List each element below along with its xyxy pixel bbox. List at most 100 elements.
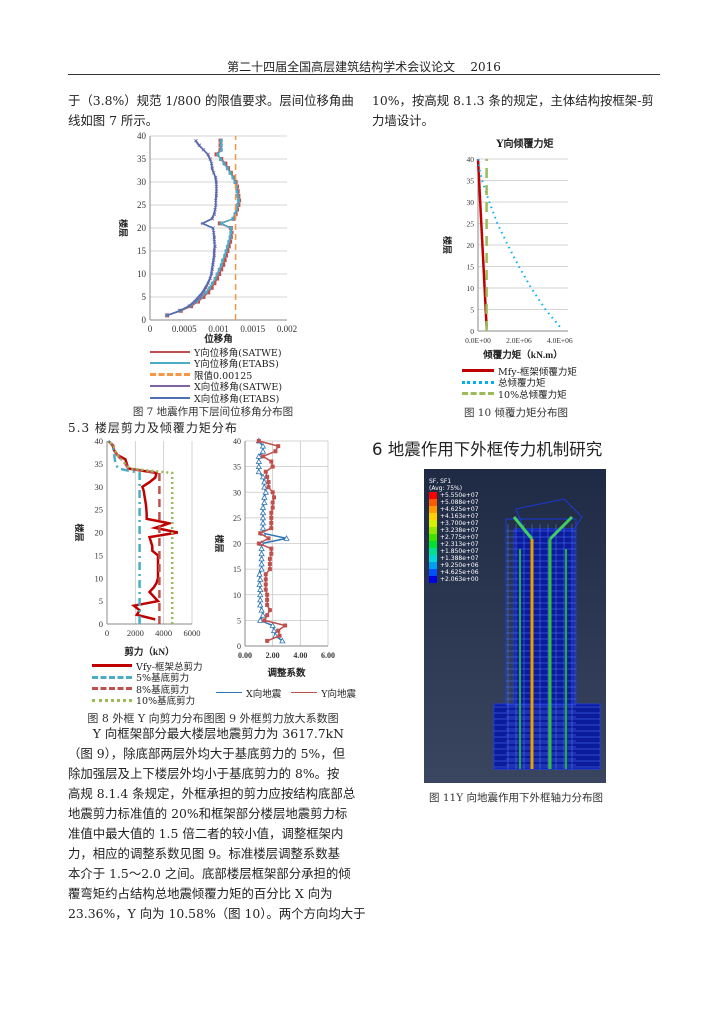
data-point [213, 277, 217, 281]
data-point [256, 439, 261, 443]
x-axis-label: 调整系数 [267, 667, 306, 679]
y-tick-label: 10 [233, 591, 241, 600]
data-point [276, 628, 281, 633]
data-point [277, 633, 282, 638]
data-point [231, 175, 235, 179]
fig7-caption: 图 7 地震作用下层间位移角分布图 [132, 406, 294, 418]
legend-label: 10%基底剪力 [136, 696, 196, 708]
data-point [223, 254, 227, 258]
y-axis-label: 楼层 [74, 523, 85, 541]
fig11-legend-entry: +3.238e+07 [429, 527, 479, 534]
series-line [477, 158, 561, 328]
data-point [236, 198, 240, 202]
y-tick-label: 10 [137, 269, 147, 279]
data-point [215, 272, 219, 276]
data-point [269, 622, 276, 628]
legend-value: +2.063e+00 [440, 576, 479, 583]
legend-label: 8%基底剪力 [136, 684, 190, 696]
x-tick-label: 0.00 [238, 651, 252, 660]
data-point [261, 483, 268, 490]
data-point [259, 514, 267, 521]
x-tick-label: 0.0005 [172, 324, 197, 334]
data-point [256, 570, 263, 577]
x-tick-label: 6000 [184, 628, 201, 638]
data-point [204, 290, 208, 294]
legend-value: +5.088e+07 [440, 499, 479, 506]
y-tick-label: 30 [95, 482, 104, 492]
text-line: 准值中最大值的 1.5 倍二者的较小值，调整框架内 [68, 826, 344, 841]
data-point [266, 536, 271, 541]
fig11-legend-entry: +5.088e+07 [429, 499, 479, 506]
fig11-legend-entry: +4.625e+07 [429, 506, 479, 513]
color-swatch [429, 527, 437, 534]
data-point [272, 495, 277, 500]
x-tick-label: 2.00 [266, 651, 280, 660]
data-point [199, 295, 203, 299]
x-tick-label: 0.002 [277, 324, 297, 334]
series-line [107, 440, 179, 621]
data-point [269, 521, 274, 525]
y-tick-label: 30 [467, 198, 475, 207]
data-point [221, 258, 225, 262]
data-point [221, 262, 226, 267]
fig11-legend-entry: +4.625e+06 [429, 569, 479, 576]
legend-value: +4.163e+07 [440, 513, 479, 520]
data-point [263, 572, 268, 577]
data-point [262, 488, 269, 495]
y-tick-label: 25 [467, 220, 475, 229]
y-tick-label: 25 [95, 505, 104, 515]
color-swatch [429, 492, 437, 499]
fig11-legend-entry: +2.313e+07 [429, 541, 479, 548]
data-point [265, 592, 270, 597]
color-swatch [429, 548, 437, 555]
y-tick-label: 5 [470, 306, 474, 315]
y-tick-label: 20 [95, 528, 104, 538]
fig8-9-caption: 图 8 外框 Y 向剪力分布图图 9 外框剪力放大系数图 [87, 712, 339, 725]
data-point [269, 515, 274, 520]
series-line [107, 440, 141, 624]
data-point [261, 494, 268, 500]
data-point [258, 565, 265, 572]
data-point [257, 601, 264, 608]
legend-item: X向位移角(ETABS) [150, 392, 282, 405]
x-tick-label: 2000 [127, 628, 144, 638]
data-point [255, 458, 263, 464]
y-tick-label: 40 [233, 437, 241, 446]
text-line: 10%，按高规 8.1.3 条的规定，主体结构按框架-剪 [372, 93, 654, 108]
fig11-legend-entry: +9.250e+06 [429, 562, 479, 569]
data-point [283, 535, 290, 541]
data-point [261, 478, 268, 485]
data-point [259, 504, 267, 511]
y-tick-label: 15 [233, 565, 241, 574]
data-point [215, 276, 220, 281]
data-point [216, 152, 220, 156]
text-line: （图 9），除底部两层外均大于基底剪力的 5%，但 [68, 746, 346, 761]
data-point [256, 581, 263, 587]
data-point [225, 244, 229, 248]
data-point [255, 453, 263, 459]
y-tick-label: 5 [237, 616, 241, 625]
text-line: 23.36%，Y 向为 10.58%（图 10）。两个方向均大于 [68, 906, 366, 921]
data-point [222, 258, 227, 263]
legend-item: 8%基底剪力 [92, 683, 202, 696]
legend-item: Vfy-框架总剪力 [92, 660, 202, 673]
fig9-chart: 0 5 10 15 20 25 30 35 40 0.00 2.00 4.00 6.00 调整系数 楼层 [214, 437, 335, 679]
legend-item: Mfy-框架倾覆力矩 [462, 365, 577, 378]
legend-label: Mfy-框架倾覆力矩 [498, 366, 577, 378]
data-point [269, 551, 274, 556]
x-tick-label: 2.0E+06 [506, 336, 532, 345]
text-line: 地震剪力标准值的 20%和框架部分楼层地震剪力标 [68, 806, 348, 821]
data-point [263, 577, 268, 582]
color-swatch [429, 576, 437, 583]
data-point [263, 469, 268, 474]
y-axis-label: 楼层 [214, 534, 225, 552]
fig11-tower-drawing [493, 498, 601, 770]
x-axis-label: 剪力（kN） [124, 646, 174, 658]
data-point [258, 555, 265, 562]
data-point [257, 576, 264, 582]
fig11-legend-entry: +4.163e+07 [429, 513, 479, 520]
y-tick-label: 35 [95, 459, 104, 469]
data-point [257, 596, 264, 603]
body-text: Y 向框架部分最大楼层地震剪力为 3617.7kN （图 9），除底部两层外均大… [68, 724, 366, 924]
color-swatch [429, 555, 437, 562]
